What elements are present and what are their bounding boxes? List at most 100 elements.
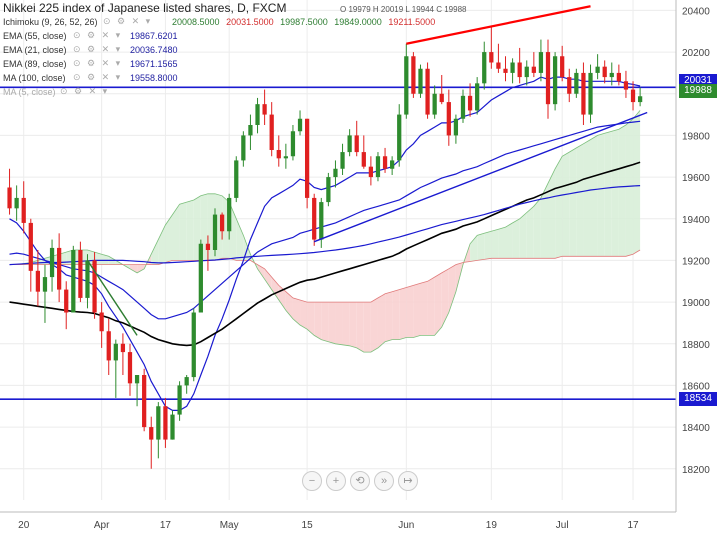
ichimoku-cloud-segment <box>555 156 563 259</box>
indicator-controls-icon[interactable]: ⊙ ⚙ ✕ ▾ <box>73 30 123 40</box>
indicator-controls-icon[interactable]: ⊙ ⚙ ✕ ▾ <box>73 58 123 68</box>
bearish-candle <box>361 152 366 167</box>
ichimoku-span-a-line <box>9 110 641 353</box>
bearish-candle <box>120 343 126 353</box>
ichimoku-cloud-segment <box>498 227 506 259</box>
support-price-tag: 18534 <box>679 392 717 406</box>
bullish-candle <box>375 156 381 178</box>
y-tick-label: 19600 <box>682 173 710 184</box>
bearish-candle <box>411 56 416 94</box>
indicator-value: 19671.1565 <box>130 59 178 69</box>
bullish-candle <box>390 160 395 169</box>
indicator-controls-icon[interactable]: ⊙ ⚙ ✕ ▾ <box>103 16 153 26</box>
bearish-candle <box>57 247 62 290</box>
ema89-line <box>9 161 641 347</box>
ichimoku-cloud-segment <box>165 214 173 263</box>
bearish-candle <box>142 375 147 428</box>
ichimoku-cloud-segment <box>158 225 166 265</box>
bullish-candle <box>319 202 324 240</box>
resistance-trendline <box>406 5 591 45</box>
indicator-controls-icon[interactable]: ⊙ ⚙ ✕ ▾ <box>73 72 123 82</box>
bullish-candle <box>326 177 331 203</box>
bearish-candle <box>467 95 473 111</box>
scroll-right-button[interactable]: » <box>374 471 394 491</box>
bearish-candle <box>304 118 310 198</box>
bullish-candle <box>397 114 402 161</box>
bullish-candle <box>552 56 558 105</box>
bearish-candle <box>312 197 317 240</box>
ichimoku-cloud-segment <box>363 302 371 353</box>
ichimoku-span-a-value: 19849.0000 <box>334 17 382 27</box>
bearish-candle <box>602 66 607 78</box>
bullish-candle <box>347 135 352 153</box>
bearish-candle <box>560 56 565 78</box>
ichimoku-cloud-segment <box>491 229 499 259</box>
bearish-candle <box>517 62 522 78</box>
ichimoku-cloud-segment <box>328 302 336 344</box>
go-to-realtime-button[interactable]: ↦ <box>398 471 418 491</box>
bearish-candle <box>623 81 629 90</box>
x-tick-label: 19 <box>486 520 498 531</box>
x-tick-label: 20 <box>18 520 30 531</box>
ichimoku-base-value: 20031.5000 <box>226 17 274 27</box>
bullish-candle <box>85 260 90 298</box>
bearish-candle <box>262 104 267 115</box>
zoom-in-button[interactable]: + <box>326 471 346 491</box>
bullish-candle <box>432 93 437 115</box>
bearish-candle <box>581 72 586 115</box>
ichimoku-cloud-segment <box>179 202 187 261</box>
bullish-candle <box>113 343 118 361</box>
bearish-candle <box>78 250 83 298</box>
bearish-candle <box>276 150 281 159</box>
ichimoku-cloud-segment <box>137 264 145 273</box>
indicator-label: Ichimoku (9, 26, 52, 26) <box>3 17 98 27</box>
ichimoku-conversion-value: 20008.5000 <box>172 17 220 27</box>
indicator-controls-icon[interactable]: ⊙ ⚙ ✕ ▾ <box>60 86 110 96</box>
ichimoku-cloud-segment <box>172 204 180 261</box>
ichimoku-cloud-segment <box>618 125 626 257</box>
bearish-candle <box>269 114 274 150</box>
reset-chart-button[interactable]: ⟲ <box>350 471 370 491</box>
indicator-controls-icon[interactable]: ⊙ ⚙ ✕ ▾ <box>73 44 123 54</box>
ichimoku-cloud-segment <box>399 287 407 340</box>
ichimoku-cloud-segment <box>427 277 435 336</box>
bearish-candle <box>99 312 104 332</box>
ichimoku-cloud-segment <box>625 118 634 257</box>
y-tick-label: 19200 <box>682 256 710 267</box>
indicator-label: MA (5, close) <box>3 87 56 97</box>
bullish-candle <box>42 277 48 292</box>
bearish-candle <box>630 89 636 103</box>
ichimoku-cloud-segment <box>611 129 619 257</box>
bearish-candle <box>64 289 69 313</box>
symbol-title: Nikkei 225 index of Japanese listed shar… <box>3 1 287 15</box>
ichimoku-span-b-line <box>9 249 641 303</box>
bullish-candle <box>510 62 515 73</box>
bullish-candle <box>637 96 643 103</box>
bearish-candle <box>205 243 211 250</box>
ohlc-readout: O 19979 H 20019 L 19944 C 19988 <box>340 5 467 14</box>
last-price-tag: 19988 <box>679 84 717 98</box>
bullish-candle <box>191 312 196 378</box>
zoom-out-button[interactable]: − <box>302 471 322 491</box>
ichimoku-cloud-segment <box>257 264 265 280</box>
ichimoku-cloud-segment <box>448 264 456 313</box>
bullish-candle <box>340 152 345 169</box>
ichimoku-cloud-segment <box>349 302 357 348</box>
bullish-candle <box>241 135 246 161</box>
bearish-candle <box>531 66 536 73</box>
y-tick-label: 19000 <box>682 298 710 309</box>
bullish-candle <box>198 243 203 313</box>
ichimoku-cloud-segment <box>307 302 315 336</box>
ichimoku-cloud-segment <box>519 212 527 259</box>
ichimoku-cloud-segment <box>562 152 570 257</box>
ichimoku-cloud-segment <box>385 291 393 342</box>
ichimoku-cloud-segment <box>186 200 194 261</box>
ichimoku-cloud-segment <box>314 302 322 340</box>
bearish-candle <box>163 406 168 440</box>
ichimoku-cloud-segment <box>512 218 520 259</box>
x-tick-label: Jun <box>398 520 414 531</box>
bullish-candle <box>134 375 140 384</box>
bullish-candle <box>283 156 288 159</box>
indicator-label: EMA (21, close) <box>3 45 67 55</box>
ichimoku-cloud-segment <box>321 302 329 342</box>
